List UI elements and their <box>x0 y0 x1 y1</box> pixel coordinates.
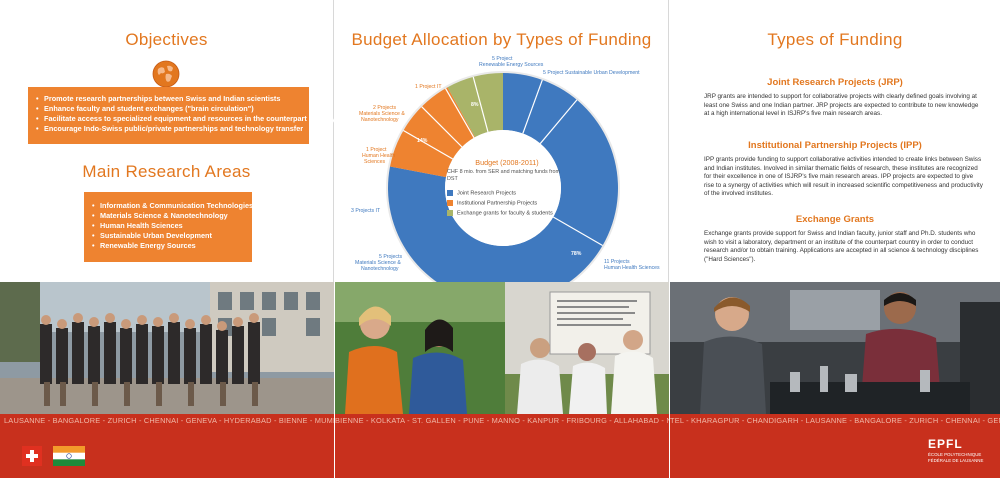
legend-jrp: Joint Research Projects <box>447 190 516 196</box>
callout-materials-ipp: Nanotechnology <box>361 117 399 123</box>
epfl-logo-line: FÉDÉRALE DE LAUSANNE <box>928 458 984 463</box>
callout-it-jrp: 3 Projects IT <box>351 208 381 214</box>
funding-title: Types of Funding <box>767 30 903 49</box>
research-areas-box: Information & Communication Technologies… <box>84 192 266 262</box>
panel-budget: Budget Allocation by Types of Funding 78… <box>335 0 669 478</box>
callout-health-ipp: Sciences <box>364 159 385 165</box>
callout-materials-ipp: 2 Projects <box>373 105 396 111</box>
donut-divider <box>552 216 603 247</box>
cities-strip: LAUSANNE - BANGALORE - ZURICH - CHENNAI … <box>4 416 334 425</box>
budget-title: Budget Allocation by Types of Funding <box>351 30 652 49</box>
footer-band <box>335 414 669 478</box>
donut-hole <box>445 130 561 246</box>
panel-objectives: Objectives Promote research partnerships… <box>0 0 336 478</box>
exchange-heading: Exchange Grants <box>795 214 875 225</box>
ipp-heading: Institutional Partnership Projects (IPP) <box>748 140 922 151</box>
cities-strip: TEL - KHARAGPUR - CHANDIGARH - LAUSANNE … <box>670 416 1000 425</box>
objective-item: Encourage Indo-Swiss public/private part… <box>36 124 309 134</box>
callout-materials-jrp: Nanotechnology <box>361 266 399 272</box>
swiss-flag-icon <box>22 446 42 466</box>
donut-divider <box>444 88 475 139</box>
research-area-item: Information & Communication Technologies… <box>92 201 266 211</box>
laboratory-photo <box>670 282 1000 414</box>
callout-renewable: 5 Project <box>492 56 513 62</box>
research-area-item: Materials Science & Nanotechnology <box>92 211 252 221</box>
jrp-description: JRP grants are intended to support for c… <box>704 93 979 118</box>
callout-health-jrp: 11 Projects <box>604 259 630 265</box>
india-flag-icon <box>53 446 85 466</box>
donut-divider <box>539 99 578 144</box>
donut-divider <box>522 79 543 134</box>
percent-label-exchange: 8% <box>471 102 479 108</box>
research-area-item: Sustainable Urban Development <box>92 231 252 241</box>
donut-slice-jrp <box>388 73 618 300</box>
callout-renewable: Renewable Energy Sources <box>479 62 544 68</box>
callout-materials-jrp: 5 Projects <box>379 254 402 260</box>
objectives-box: Promote research partnerships between Sw… <box>28 87 336 144</box>
legend-swatch <box>447 210 453 216</box>
jrp-heading: Joint Research Projects (JRP) <box>767 77 903 88</box>
objective-item: Enhance faculty and student exchanges ("… <box>36 104 309 114</box>
callout-health-ipp: 1 Project <box>366 147 387 153</box>
percent-label-jrp: 78% <box>571 251 582 257</box>
callout-urban: 5 Project Sustainable Urban Development <box>543 70 640 76</box>
panel-funding: Types of Funding Joint Research Projects… <box>670 0 1000 478</box>
footer-band <box>670 414 1000 478</box>
donut-divider <box>421 106 463 148</box>
legend-label: Joint Research Projects <box>457 190 517 197</box>
epfl-logo-line: ÉCOLE POLYTECHNIQUE <box>928 452 982 457</box>
group-photo <box>0 282 334 414</box>
callout-it-ipp: 1 Project IT <box>415 84 442 90</box>
objective-item: Facilitate access to specialized equipme… <box>36 114 336 124</box>
ipp-description: IPP grants provide funding to support co… <box>704 156 983 198</box>
donut-divider <box>472 76 489 133</box>
callout-health-jrp: Human Health Sciences <box>604 265 660 271</box>
research-areas-title: Main Research Areas <box>82 162 251 181</box>
epfl-logo-mark: EPFL <box>928 437 963 451</box>
legend-ipp: Institutional Partnership Projects <box>447 200 537 206</box>
legend-label: Exchange grants for faculty & students <box>457 210 553 217</box>
donut-slice-ipp <box>390 87 476 178</box>
donut-divider <box>403 129 454 160</box>
epfl-logo: EPFL ÉCOLE POLYTECHNIQUE FÉDÉRALE DE LAU… <box>928 438 988 474</box>
callout-health-ipp: Human Health <box>362 153 395 159</box>
legend-swatch <box>447 190 453 196</box>
research-area-item: Renewable Energy Sources <box>92 241 252 251</box>
exchange-description: Exchange grants provide support for Swis… <box>704 230 979 263</box>
legend-label: Institutional Partnership Projects <box>457 200 538 207</box>
research-area-item: Human Health Sciences <box>92 221 252 231</box>
budget-donut-chart: 78% 14% 8% 5 Project Renewable Energy So… <box>351 56 660 300</box>
objective-item: Promote research partnerships between Sw… <box>36 94 309 104</box>
globe-icon <box>152 60 180 88</box>
legend-exchange: Exchange grants for faculty & students <box>447 210 553 216</box>
legend-swatch <box>447 200 453 206</box>
objectives-title: Objectives <box>125 30 208 49</box>
donut-center-title: Budget (2008-2011) <box>475 158 539 167</box>
donut-center-subtitle: CHF 8 mio. from SER and matching funds f… <box>447 169 560 182</box>
donut-slice-exchange <box>447 73 503 138</box>
callout-materials-jrp: Materials Science & <box>355 260 401 266</box>
researchers-photo <box>335 282 669 414</box>
percent-label-ipp: 14% <box>417 138 428 144</box>
callout-materials-ipp: Materials Science & <box>359 111 405 117</box>
cities-strip: BIENNE - KOLKATA - ST. GALLEN - PUNE - M… <box>335 416 669 425</box>
